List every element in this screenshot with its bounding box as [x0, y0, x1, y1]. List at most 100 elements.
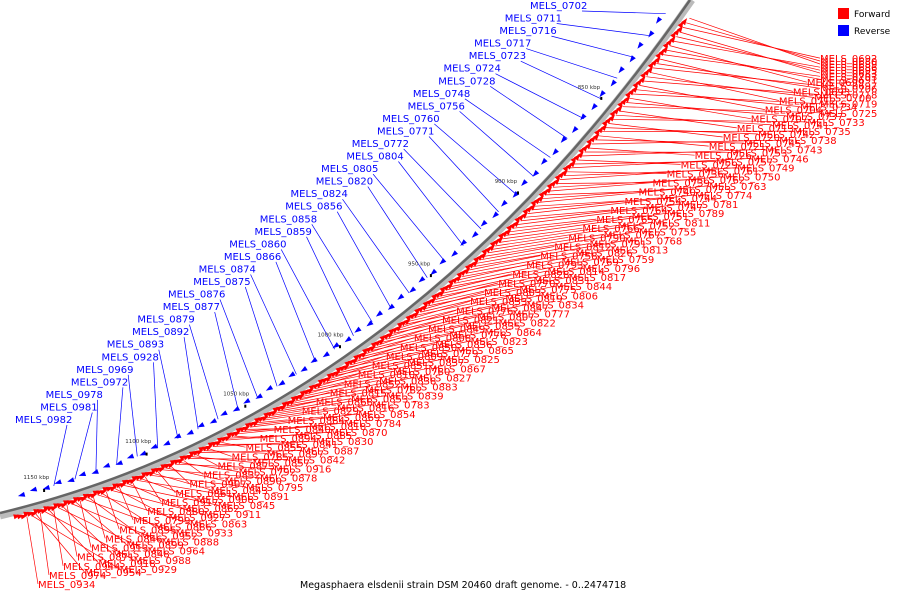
reverse-gene-label: MELS_0856	[285, 202, 342, 213]
scale-tick-mark	[43, 489, 46, 492]
reverse-leader-line	[551, 35, 634, 58]
reverse-feature	[126, 453, 135, 459]
forward-leader-line	[225, 431, 331, 441]
forward-leader-line	[123, 485, 218, 506]
reverse-feature	[409, 286, 417, 293]
forward-leader-line	[531, 197, 660, 211]
scale-ticks: 850 kbp 900 kbp 950 kbp 1000 kbp 1050 kbp 110…	[23, 85, 603, 492]
forward-leader-line	[446, 273, 513, 291]
reverse-leader-line	[219, 299, 258, 398]
reverse-leader-line	[214, 312, 239, 409]
forward-gene-label: MELS_0782	[365, 386, 422, 397]
forward-leader-line	[605, 127, 759, 135]
forward-gene-label: MELS_0895	[119, 525, 176, 536]
reverse-leader-line	[525, 48, 618, 79]
forward-feature-track	[13, 18, 688, 520]
forward-gene-label: MELS_0865	[457, 346, 514, 357]
forward-gene-label: MELS_0803	[484, 288, 541, 299]
reverse-feature	[288, 371, 296, 378]
reverse-leader-line	[95, 399, 98, 473]
forward-leader-line	[153, 473, 211, 491]
forward-gene-label: MELS_0911	[204, 510, 261, 521]
reverse-gene-label: MELS_0711	[505, 14, 562, 25]
forward-gene-label: MELS_0885	[295, 431, 352, 442]
forward-gene-label: MELS_0816	[337, 404, 394, 415]
forward-feature	[279, 405, 287, 411]
scale-tick-mark	[339, 345, 341, 349]
reverse-feature	[460, 239, 467, 246]
forward-feature	[60, 503, 68, 509]
forward-gene-label: MELS_0837	[407, 358, 464, 369]
forward-gene-label: MELS_0880	[147, 507, 204, 518]
forward-gene-label: MELS_0778	[449, 331, 506, 342]
forward-gene-label: MELS_0913	[91, 544, 148, 555]
forward-leader-line	[170, 465, 190, 484]
reverse-feature	[54, 479, 62, 484]
forward-leader-line	[393, 304, 527, 334]
forward-leader-line	[552, 179, 688, 188]
forward-gene-label: MELS_0713	[737, 124, 794, 135]
forward-feature	[342, 364, 350, 371]
forward-leader-line	[314, 370, 394, 390]
reverse-leader-line	[581, 10, 666, 15]
forward-feature	[333, 370, 341, 377]
reverse-feature	[387, 303, 395, 310]
scale-tick-mark	[145, 452, 148, 456]
reverse-gene-label: MELS_0892	[132, 327, 189, 338]
forward-feature	[351, 358, 359, 365]
forward-leader-line	[79, 500, 92, 548]
forward-leader-line	[659, 58, 793, 92]
reverse-feature	[243, 398, 251, 404]
forward-leader-line	[31, 515, 120, 570]
reverse-feature	[492, 211, 499, 219]
forward-gene-label: MELS_0869	[323, 413, 380, 424]
forward-leader-line	[601, 130, 794, 133]
forward-leader-line	[326, 361, 408, 382]
forward-gene-label: MELS_0848	[112, 550, 169, 561]
forward-gene-label: MELS_0692	[820, 54, 877, 65]
forward-gene-label: MELS_0779	[421, 349, 478, 360]
forward-gene-label: MELS_0795	[246, 483, 303, 494]
forward-leader-line	[53, 508, 64, 566]
forward-leader-line	[679, 31, 821, 74]
forward-feature	[270, 410, 278, 417]
forward-gene-label: MELS_0916	[274, 465, 331, 476]
reverse-leader-line	[306, 236, 354, 336]
forward-leader-line	[179, 462, 239, 472]
forward-gene-label: MELS_0836	[435, 340, 492, 351]
forward-feature	[119, 483, 127, 488]
forward-gene-label: MELS_0857	[253, 458, 310, 469]
forward-gene-label: MELS_0883	[400, 383, 457, 394]
forward-gene-label: MELS_0897	[267, 449, 324, 460]
forward-feature	[297, 393, 305, 400]
reverse-gene-label: MELS_0728	[438, 76, 495, 87]
forward-gene-label: MELS_0789	[667, 209, 724, 220]
forward-leader-line	[672, 40, 821, 68]
forward-leader-line	[39, 512, 50, 575]
reverse-feature	[451, 250, 458, 257]
reverse-leader-line	[158, 349, 179, 439]
forward-gene-label: MELS_0841	[281, 440, 338, 451]
forward-gene-label: MELS_0750	[723, 173, 780, 184]
scale-tick-mark	[429, 274, 432, 278]
forward-leader-line	[370, 322, 499, 352]
forward-gene-label: MELS_0738	[779, 136, 836, 147]
forward-feature	[288, 399, 296, 406]
forward-gene-label: MELS_0707	[751, 115, 808, 126]
forward-gene-label: MELS_0834	[527, 300, 584, 311]
reverse-leader-line	[250, 274, 297, 375]
reverse-gene-label: MELS_0760	[382, 114, 439, 125]
forward-gene-label: MELS_0683	[820, 69, 877, 80]
forward-gene-label: MELS_0691	[820, 75, 877, 86]
forward-gene-label: MELS_0854	[358, 410, 415, 421]
forward-feature	[261, 415, 269, 422]
reverse-feature	[618, 66, 625, 74]
forward-gene-label: MELS_0884	[288, 416, 345, 427]
forward-gene-label: MELS_0825	[443, 355, 500, 366]
forward-leader-line	[591, 139, 780, 145]
forward-leader-line	[318, 373, 358, 387]
forward-leader-line	[480, 246, 555, 261]
forward-gene-label: MELS_0840	[274, 425, 331, 436]
reverse-gene-label: MELS_0805	[321, 164, 378, 175]
forward-gene-label: MELS_0774	[695, 191, 752, 202]
